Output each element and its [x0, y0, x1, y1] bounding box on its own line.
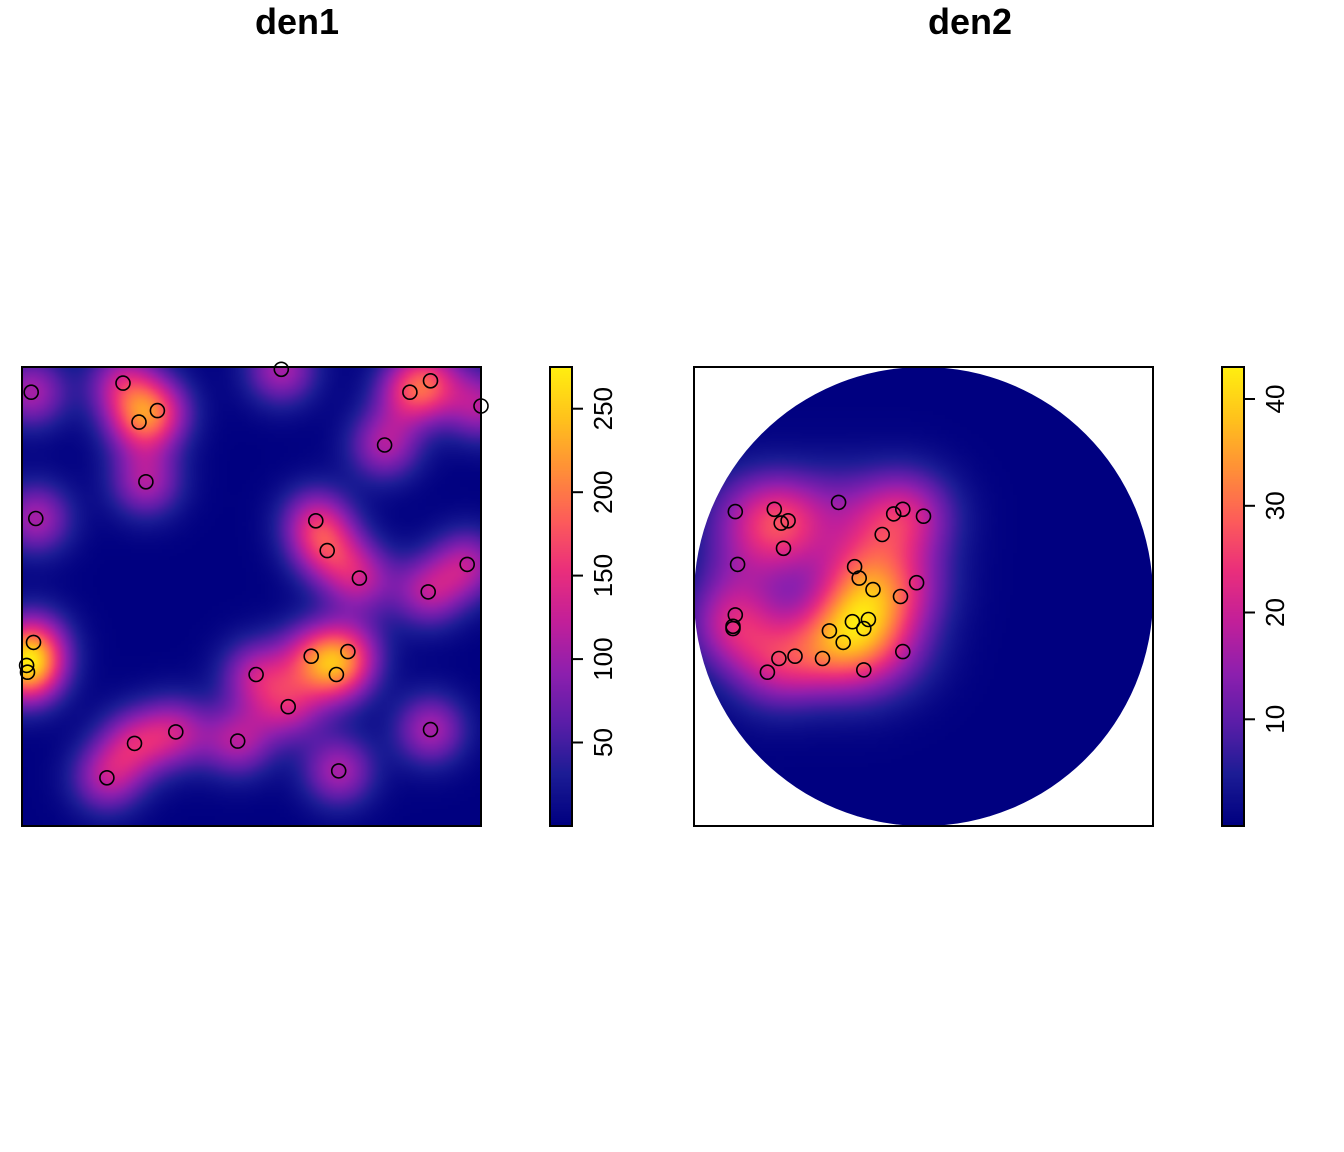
data-point-22 — [328, 666, 345, 683]
chart-title-den2: den2 — [928, 1, 1012, 42]
legend-tick-label: 150 — [588, 554, 618, 597]
data-point-25 — [168, 724, 184, 740]
data-point-23 — [248, 666, 264, 683]
data-point-6 — [885, 506, 902, 522]
data-point-14 — [351, 570, 368, 586]
data-point-7 — [422, 372, 439, 389]
data-point-13 — [319, 542, 336, 559]
data-point-30 — [330, 763, 347, 779]
data-point-19 — [19, 664, 36, 681]
color-legend-den1: 50 100 150 200 250 — [549, 366, 618, 827]
data-point-18 — [18, 657, 35, 674]
data-point-27 — [814, 650, 831, 667]
data-point-21 — [860, 611, 877, 628]
data-point-20 — [844, 613, 861, 630]
data-point-23 — [821, 623, 838, 639]
data-point-24 — [280, 698, 297, 715]
data-point-15 — [459, 556, 476, 573]
data-point-21 — [340, 643, 356, 660]
legend-tick-label: 50 — [588, 728, 618, 757]
data-point-6 — [402, 384, 418, 401]
data-point-5 — [273, 361, 290, 378]
color-bar-den2 — [1222, 367, 1244, 826]
data-point-7 — [894, 501, 911, 518]
plot-frame-den2 — [693, 366, 1154, 827]
panel-den1: den1 50 100 150 200 250 — [18, 1, 618, 827]
legend-tick-label: 200 — [588, 471, 618, 514]
data-point-24 — [835, 634, 852, 651]
data-point-3 — [131, 414, 147, 430]
data-point-26 — [126, 735, 143, 752]
data-point-19 — [725, 620, 741, 637]
color-bar-frame-den2 — [1221, 366, 1245, 827]
data-point-28 — [422, 721, 439, 738]
data-point-13 — [851, 570, 868, 586]
data-point-17 — [25, 634, 42, 651]
color-bar-den1 — [550, 367, 572, 826]
data-point-14 — [865, 581, 881, 598]
legend-tick-label: 30 — [1260, 491, 1290, 520]
data-point-9 — [874, 526, 891, 543]
plot-frame-den1 — [21, 366, 482, 827]
data-point-30 — [855, 662, 872, 678]
legend-tick-label: 40 — [1260, 385, 1290, 414]
data-point-9 — [376, 437, 393, 453]
density-image-den2 — [694, 367, 1153, 826]
color-legend-den2: 10 20 30 40 — [1221, 366, 1290, 827]
data-point-11 — [729, 556, 746, 573]
data-point-20 — [303, 648, 320, 665]
panel-den2: den2 10 20 30 40 — [693, 1, 1290, 827]
data-point-28 — [894, 643, 911, 660]
legend-tick-label: 250 — [588, 387, 618, 430]
data-point-16 — [908, 574, 925, 591]
data-point-29 — [759, 664, 776, 681]
data-point-25 — [771, 650, 787, 667]
data-point-10 — [775, 540, 792, 557]
data-point-2 — [115, 375, 131, 391]
data-point-15 — [892, 588, 909, 605]
data-point-16 — [420, 584, 437, 600]
data-point-11 — [27, 510, 44, 527]
point-markers-den1 — [18, 361, 489, 786]
data-point-5 — [830, 494, 847, 511]
data-point-27 — [229, 733, 246, 749]
legend-tick-label: 10 — [1260, 705, 1290, 734]
data-point-12 — [307, 512, 324, 529]
legend-ticks-den2: 10 20 30 40 — [1244, 385, 1290, 734]
data-point-1 — [727, 503, 744, 520]
data-point-29 — [99, 769, 115, 786]
data-point-4 — [780, 512, 796, 529]
legend-tick-label: 100 — [588, 637, 618, 680]
point-markers-den2 — [725, 494, 932, 681]
data-point-10 — [138, 473, 154, 490]
data-point-1 — [23, 384, 40, 401]
legend-tick-label: 20 — [1260, 598, 1290, 627]
data-point-26 — [787, 648, 803, 665]
data-point-4 — [149, 402, 166, 419]
data-point-3 — [773, 515, 790, 531]
color-bar-frame-den1 — [549, 366, 573, 827]
density-image-den1 — [22, 367, 481, 826]
data-point-2 — [766, 501, 783, 518]
legend-ticks-den1: 50 100 150 200 250 — [572, 387, 618, 757]
data-point-8 — [915, 508, 932, 525]
data-point-22 — [855, 620, 872, 637]
chart-title-den1: den1 — [255, 1, 339, 42]
